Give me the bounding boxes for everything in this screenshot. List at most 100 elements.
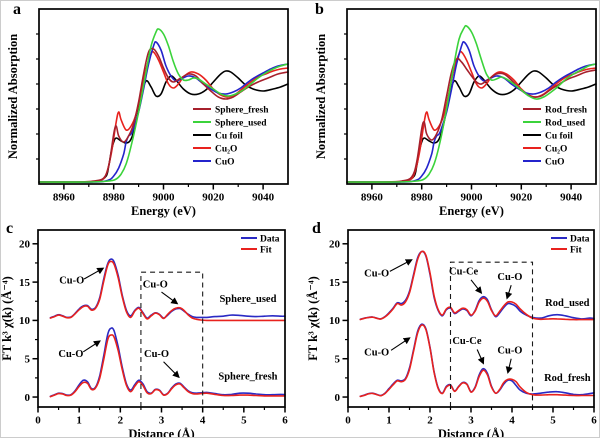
x-tick-label: 1 [386,415,392,427]
annotation-sphere_fresh: Sphere_fresh [218,371,277,382]
series-group [38,28,289,183]
annotation-cu-o: Cu-O [364,348,389,359]
y-tick-label: 0 [25,392,31,404]
series-rod_used-data [359,250,595,321]
legend-label: Data [260,234,280,244]
panel-a-chart: 8960 8980 9000 9020 9040 Energy (eV) Normalize… [6,8,289,218]
x-tick-label: 9000 [153,192,176,204]
annotation-cu-o: Cu-O [144,349,169,360]
series-cuo [38,41,289,183]
y-tick-label: 10 [329,315,341,327]
panel-c-label: c [6,220,14,237]
y-axis [344,33,347,160]
annotation-arrow [390,337,411,351]
x-tick-label: 0 [345,415,351,427]
x-axis-title: Energy (eV) [131,204,196,218]
x-tick-label: 2 [118,415,124,427]
y-axis-title: FT k³ χ(k) (Å⁻⁴) [306,276,320,361]
x-axis: 8960 8980 9000 9020 9040 [53,184,275,204]
series-sphere_used [38,28,289,183]
legend-label: Cu₂O [545,144,567,154]
panel-a: a 8960 8980 9000 9020 9040 Energy (eV) Normali… [1,1,301,220]
x-tick-label: 2 [427,415,433,427]
series-group [49,258,286,398]
panel-d-chart: 0 1 2 3 4 5 6 0 5 10 15 20 Distance (Å) FT k³ χ(k) (Å… [306,229,597,438]
y-axis: 0 5 10 15 20 [329,239,348,404]
annotation-cu-o: Cu-O [58,349,83,360]
y-axis-title: FT k³ χ(k) (Å⁻⁴) [1,276,14,361]
x-tick-label: 1 [76,415,82,427]
x-tick-label: 6 [591,415,597,427]
y-tick-label: 20 [329,239,341,251]
panel-a-label: a [13,1,21,18]
panel-b-label: b [315,1,324,18]
series-rod_used-fit [359,250,595,321]
series-sphere_fresh-fit [49,334,286,398]
annotation-arrow [389,259,413,272]
panel-d-label: d [312,220,321,237]
y-axis: 0 5 10 15 20 [19,239,38,404]
legend-label: Cu₂O [215,144,237,154]
y-tick-label: 15 [19,277,31,289]
y-tick-label: 20 [19,239,31,251]
x-tick-label: 9040 [560,192,583,204]
series-rod_fresh-fit [359,324,595,398]
annotation-arrow [82,340,101,353]
annotation-arrow [505,285,513,300]
annotation-arrow [83,267,105,280]
annotation-cu-o: Cu-O [143,279,168,290]
panel-b-chart: 8960 8980 9000 9020 9040 Energy (eV) Normalize… [314,8,597,218]
y-tick-label: 15 [329,277,341,289]
series-rod_fresh [346,57,597,183]
x-axis-title: Distance (Å) [438,427,504,438]
series-sphere_used-fit [49,260,286,322]
y-tick-label: 0 [335,392,341,404]
x-tick-label: 9020 [510,192,533,204]
x-tick-label: 8960 [53,192,76,204]
series-cu₂o [346,50,597,183]
annotation-cu-ce: Cu-Ce [449,266,479,277]
legend: Rod_fresh Rod_used Cu foil Cu₂O CuO [523,105,588,167]
y-axis-title: Normalized Absorption [6,34,20,159]
x-tick-label: 5 [241,415,247,427]
legend-label: Sphere_used [215,118,267,128]
annotation-arrow [476,349,485,365]
x-tick-label: 3 [159,415,165,427]
x-tick-label: 8980 [411,192,434,204]
x-tick-label: 6 [282,415,288,427]
x-axis: 8960 8980 9000 9020 9040 [361,184,583,204]
series-group [359,250,595,398]
annotation-cu-o: Cu-O [497,272,522,283]
x-axis-title: Distance (Å) [128,427,194,438]
legend-label: CuO [215,157,235,167]
legend-label: Fit [570,245,582,255]
annotation-cu-ce: Cu-Ce [452,336,482,347]
x-tick-label: 4 [200,415,206,427]
annotation-cu-o: Cu-O [364,269,389,280]
series-rod_used [346,24,597,183]
panel-b: b 8960 8980 9000 9020 9040 Energy (eV) Normali… [301,1,599,220]
x-tick-label: 9020 [202,192,225,204]
panel-d: d 0 1 2 3 4 5 6 0 5 10 15 20 Distance (Å) FT k³ χ(k) … [301,220,599,438]
x-tick-label: 0 [35,415,41,427]
x-tick-label: 3 [468,415,474,427]
annotation-arrow [163,361,180,379]
x-tick-label: 8960 [361,192,384,204]
series-cu₂o [38,50,289,183]
panel-c-chart: 0 1 2 3 4 5 6 0 5 10 15 20 Distance (Å) FT k³ χ(k) (Å… [1,229,288,438]
annotation-sphere_used: Sphere_used [219,294,276,305]
series-group [346,24,597,183]
series-sphere_fresh-data [49,327,286,398]
annotation-arrow [161,291,179,305]
legend: Sphere_fresh Sphere_used Cu foil Cu₂O CuO [193,105,269,167]
x-tick-label: 8980 [103,192,126,204]
legend-label: Cu foil [215,131,243,141]
y-axis [36,33,39,160]
x-tick-label: 4 [509,415,515,427]
y-tick-label: 5 [25,354,31,366]
legend-label: Sphere_fresh [215,105,269,115]
panel-c: c 0 1 2 3 4 5 6 0 5 10 15 20 Distance (Å) FT k³ χ(k) … [1,220,301,438]
